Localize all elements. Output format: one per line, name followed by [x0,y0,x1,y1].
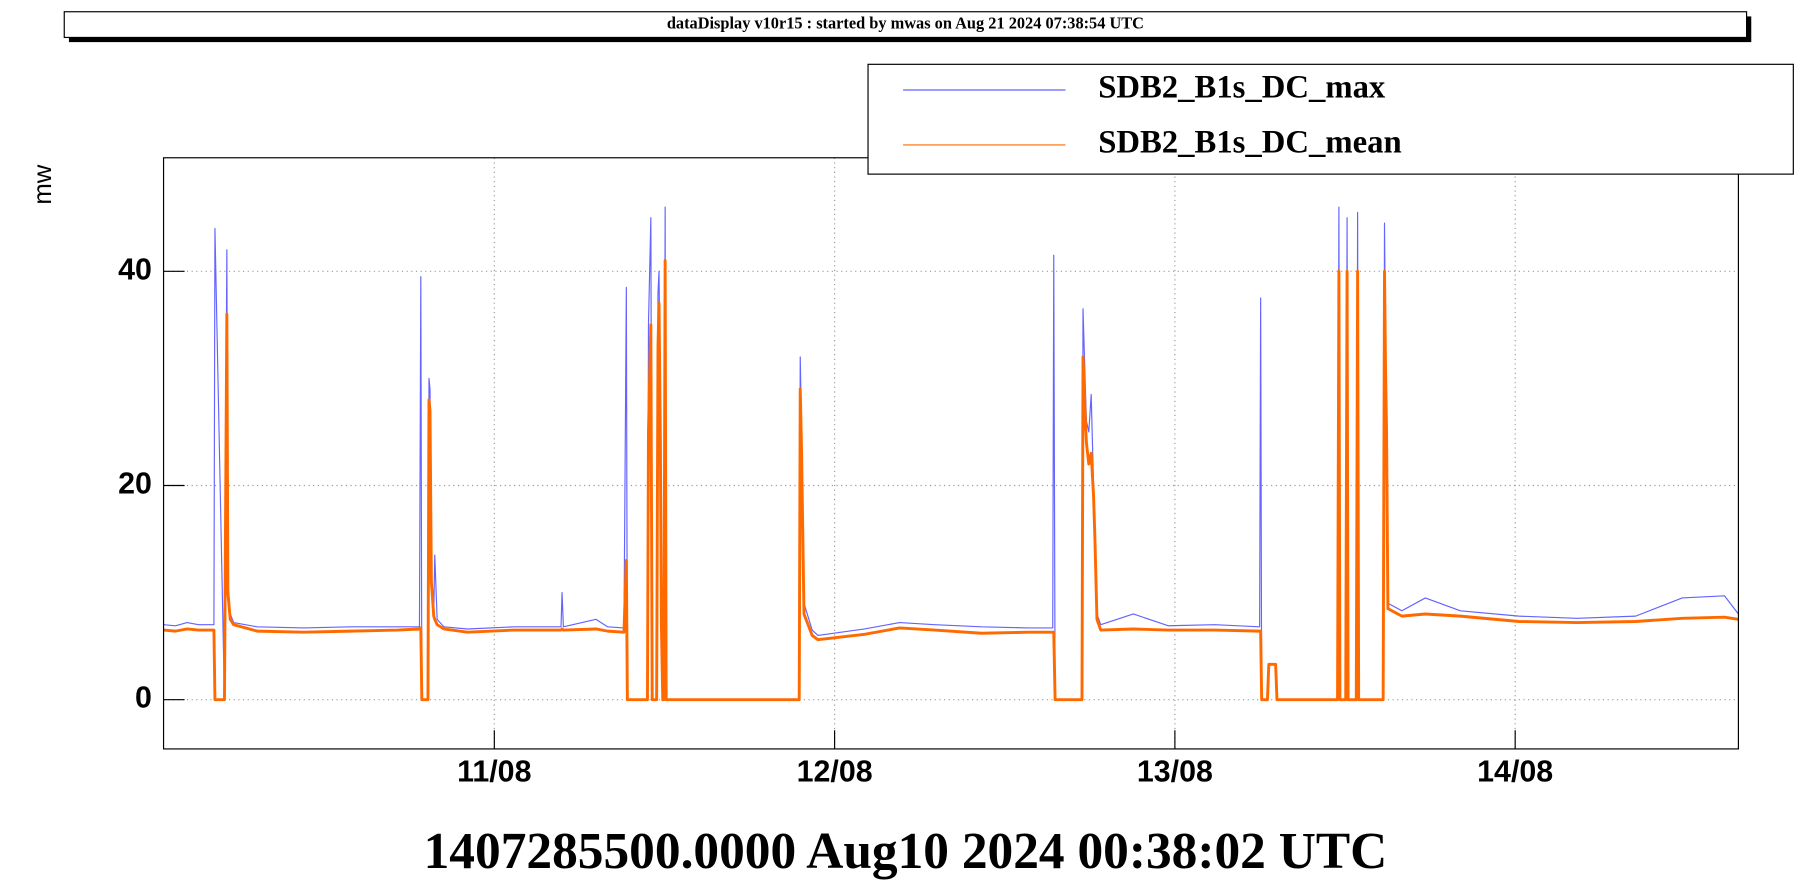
axes: 0 20 40 11/08 12/08 13/08 14/08 [118,253,1553,788]
chart-title: dataDisplay v10r15 : started by mwas on … [667,13,1144,32]
legend: SDB2_B1s_DC_max SDB2_B1s_DC_mean [867,63,1794,175]
legend-label: SDB2_B1s_DC_max [1098,70,1386,106]
plot-frame [162,157,1739,750]
legend-box [867,63,1794,175]
x-tick-label: 11/08 [457,755,531,788]
x-axis-label: 1407285500.0000 Aug10 2024 00:38:02 UTC [424,823,1388,880]
y-tick-label: 0 [135,682,152,715]
x-tick-label: 14/08 [1477,755,1553,788]
y-tick-label: 40 [118,253,152,286]
title-box [63,11,1748,39]
legend-label: SDB2_B1s_DC_mean [1098,124,1401,160]
y-axis-label: mw [29,164,57,204]
x-tick-label: 13/08 [1137,755,1213,788]
y-tick-label: 20 [118,467,152,500]
grid [163,157,1739,749]
x-tick-label: 12/08 [797,755,873,788]
series-line [163,259,1739,702]
series-line [163,206,1739,701]
plot-lines [163,206,1739,702]
